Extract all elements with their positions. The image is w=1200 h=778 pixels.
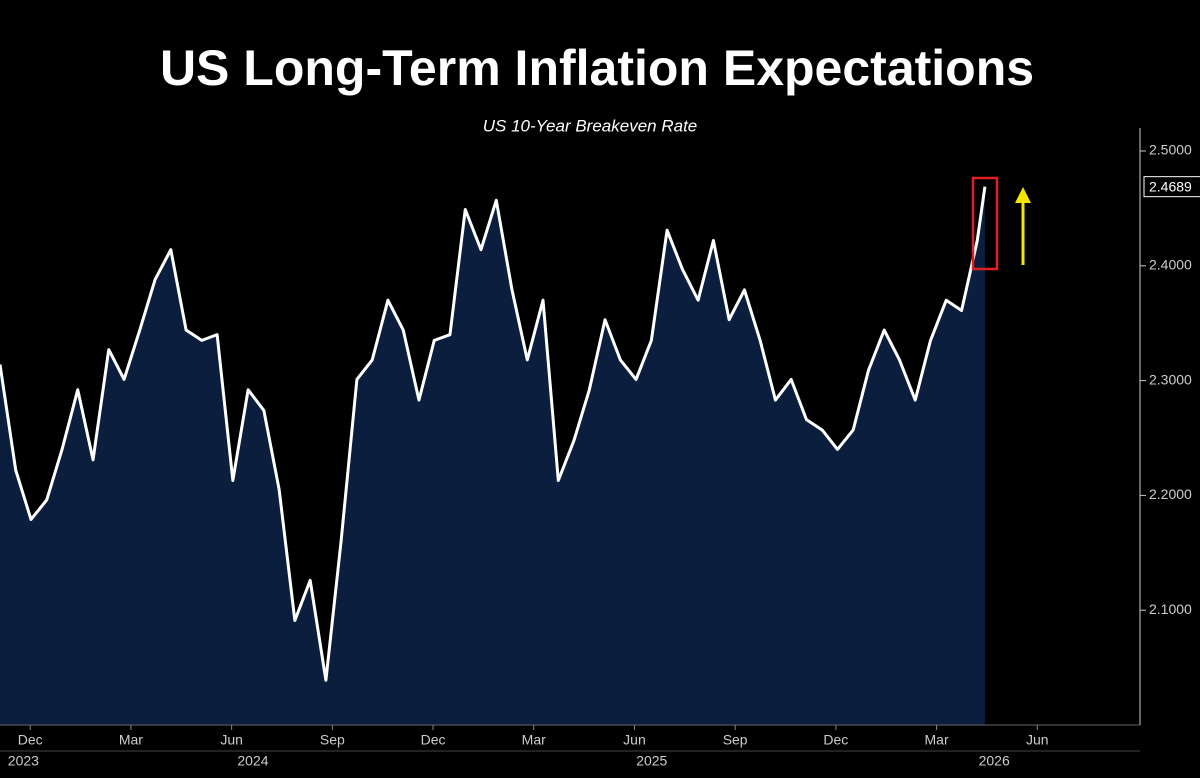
x-tick-label: Mar xyxy=(925,732,949,748)
highlight-box xyxy=(971,176,999,271)
x-year-label: 2024 xyxy=(237,753,268,769)
plot xyxy=(0,186,987,725)
x-tick-label: Dec xyxy=(823,732,848,748)
x-year-label: 2025 xyxy=(636,753,667,769)
x-tick-label: Mar xyxy=(522,732,546,748)
y-tick-label: 2.1000 xyxy=(1149,601,1192,617)
y-tick-label: 2.2000 xyxy=(1149,486,1192,502)
y-tick-label: 2.3000 xyxy=(1149,371,1192,387)
last-value-box xyxy=(1143,176,1200,198)
arrow-head xyxy=(1015,187,1031,203)
x-tick-label: Jun xyxy=(623,732,646,748)
area xyxy=(0,186,985,725)
x-year-label: 2026 xyxy=(979,753,1010,769)
last-value-label: 2.4689 xyxy=(1149,178,1192,194)
x-year-label: 2023 xyxy=(8,753,39,769)
y-tick-label: 2.4000 xyxy=(1149,256,1192,272)
chart-title: US Long-Term Inflation Expectations xyxy=(160,40,1034,96)
line xyxy=(0,186,987,682)
x-tick-label: Sep xyxy=(320,732,345,748)
x-tick-label: Jun xyxy=(220,732,243,748)
x-tick-label: Sep xyxy=(723,732,748,748)
x-tick-label: Mar xyxy=(119,732,143,748)
chart-subtitle: US 10-Year Breakeven Rate xyxy=(483,116,698,135)
x-tick-label: Dec xyxy=(18,732,43,748)
x-tick-label: Dec xyxy=(421,732,446,748)
x-tick-label: Jun xyxy=(1026,732,1049,748)
y-tick-label: 2.5000 xyxy=(1149,142,1192,158)
